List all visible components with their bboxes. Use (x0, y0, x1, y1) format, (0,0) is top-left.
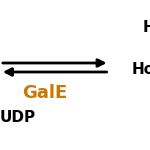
Text: H: H (142, 20, 150, 34)
Text: GalE: GalE (22, 84, 68, 102)
Text: UDP: UDP (0, 110, 36, 124)
Text: Ho: Ho (132, 61, 150, 76)
